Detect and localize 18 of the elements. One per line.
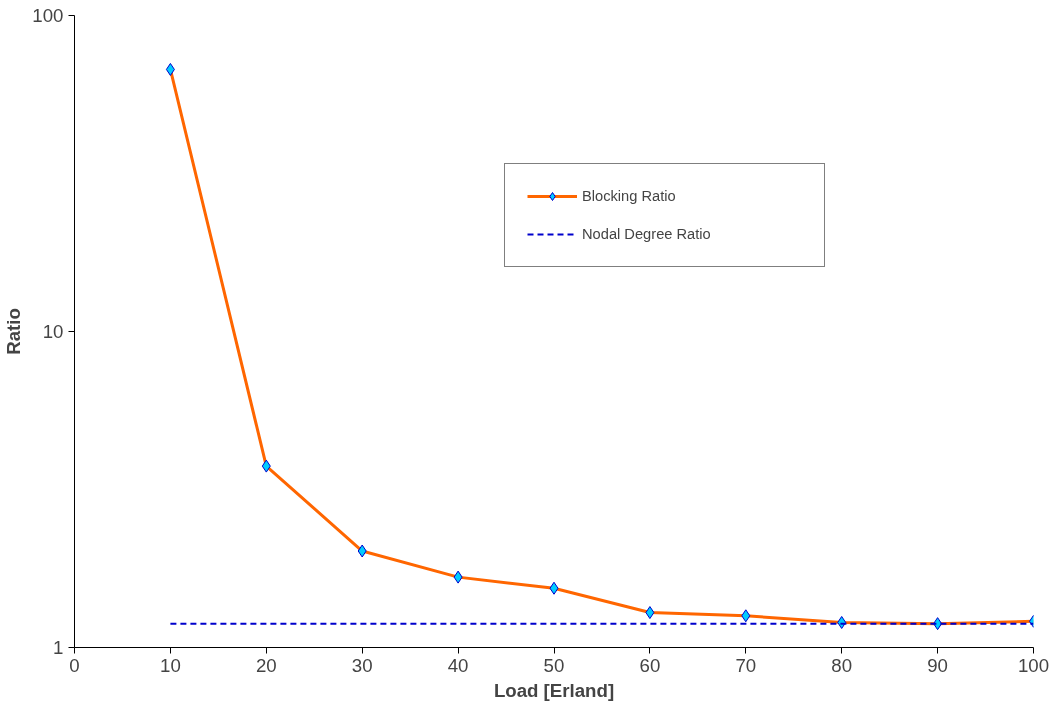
y-tick-label: 10 — [42, 321, 64, 342]
x-tick-label: 40 — [447, 654, 469, 676]
x-tick-label: 30 — [351, 654, 373, 676]
x-tick-label: 100 — [1017, 654, 1050, 676]
x-tick-label: 50 — [543, 654, 565, 676]
x-tick-label: 60 — [639, 654, 661, 676]
x-tick-label: 90 — [927, 654, 948, 676]
y-axis-title: Ratio — [3, 308, 25, 355]
legend-label: Blocking Ratio — [582, 188, 677, 204]
x-tick-label: 0 — [69, 654, 80, 676]
x-tick-label: 70 — [735, 654, 757, 676]
y-tick-label: 100 — [32, 5, 64, 26]
x-tick-label: 80 — [831, 654, 853, 676]
x-axis-title: Load [Erland] — [493, 679, 615, 701]
y-tick-label: 1 — [53, 637, 64, 658]
x-tick-label: 20 — [255, 654, 277, 676]
x-tick-label: 10 — [160, 654, 181, 676]
legend-label: Nodal Degree Ratio — [582, 226, 712, 242]
